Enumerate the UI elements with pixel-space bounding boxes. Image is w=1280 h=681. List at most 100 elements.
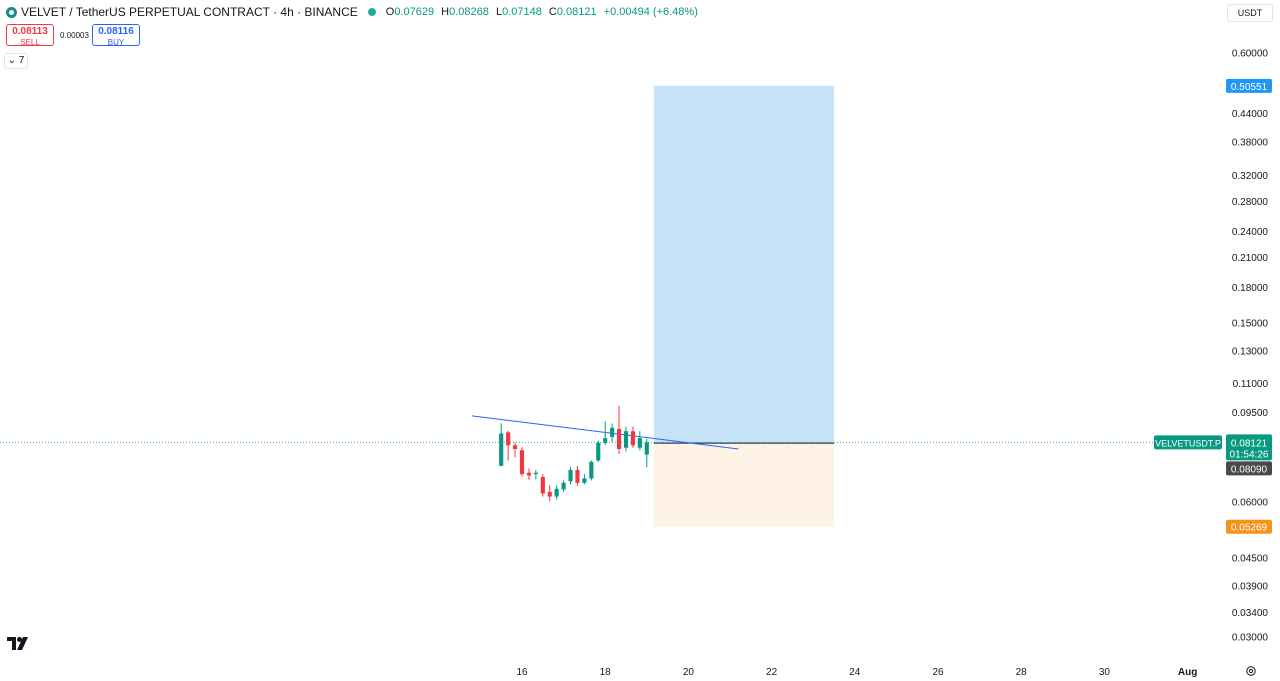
symbol-title[interactable]: VELVET / TetherUS PERPETUAL CONTRACT · 4… xyxy=(21,5,358,19)
target-price-label-bg xyxy=(1226,78,1272,93)
long-position-layer[interactable] xyxy=(653,85,834,527)
open-label: O xyxy=(385,6,395,18)
y-tick-label: 0.44000 xyxy=(1232,109,1269,120)
symbol-logo-icon xyxy=(6,6,17,18)
candle xyxy=(533,469,538,480)
high-value: 0.08268 xyxy=(449,6,489,18)
candle xyxy=(547,485,552,502)
indicators-toggle-button[interactable]: ⌄ 7 xyxy=(4,53,28,69)
candle xyxy=(596,440,601,462)
y-tick-label: 0.09500 xyxy=(1232,408,1269,419)
sell-price: 0.08113 xyxy=(12,26,48,37)
candle xyxy=(603,421,608,446)
candle xyxy=(610,423,615,442)
close-label: C xyxy=(548,6,557,18)
high-label: H xyxy=(441,6,450,18)
ohlc-values: O0.07629 H0.08268 L0.07148 C0.08121 +0.0… xyxy=(386,6,702,18)
candle xyxy=(637,431,642,451)
x-tick-label: 20 xyxy=(683,667,695,678)
target-price-label-text: 0.50551 xyxy=(1231,82,1268,93)
buy-button[interactable]: 0.08116 BUY xyxy=(92,24,140,47)
y-tick-label: 0.24000 xyxy=(1232,227,1269,238)
y-tick-label: 0.15000 xyxy=(1232,319,1269,330)
change-value: +0.00494 (+6.48%) xyxy=(603,6,698,18)
spread-value: 0.00003 xyxy=(60,31,89,40)
candle-body xyxy=(512,445,518,449)
x-tick-label: Aug xyxy=(1178,667,1197,678)
candle-body xyxy=(596,442,601,461)
y-tick-label: 0.60000 xyxy=(1232,48,1269,59)
time-axis[interactable]: 16 18 20 22 24 26 28 30 Aug xyxy=(516,667,1197,678)
candle-body xyxy=(644,442,649,455)
y-tick-label: 0.11000 xyxy=(1233,379,1269,390)
candle xyxy=(589,460,594,481)
stop-price-label-bg xyxy=(1226,519,1272,534)
candle xyxy=(561,480,566,492)
candle-body xyxy=(561,482,566,490)
last-price-text: 0.08121 xyxy=(1231,438,1268,449)
buy-label: BUY xyxy=(107,38,125,47)
low-label: L xyxy=(495,6,503,18)
entry-price-label-text: 0.08090 xyxy=(1231,464,1268,475)
candle-body xyxy=(568,469,573,482)
y-tick-label: 0.03000 xyxy=(1232,633,1269,644)
x-tick-label: 24 xyxy=(849,667,861,678)
candle-body xyxy=(630,431,636,446)
x-tick-label: 22 xyxy=(766,667,778,678)
candle-body xyxy=(575,469,580,483)
symbol-tag: VELVETUSDT.P xyxy=(1154,435,1222,450)
close-value: 0.08121 xyxy=(556,6,597,18)
x-tick-label: 16 xyxy=(516,667,528,678)
y-tick-label: 0.21000 xyxy=(1232,253,1269,264)
candle-body xyxy=(616,428,622,449)
candle xyxy=(526,468,532,480)
chart-header: VELVET / TetherUS PERPETUAL CONTRACT · 4… xyxy=(6,5,702,19)
candle-body xyxy=(603,438,608,443)
candle-body xyxy=(540,476,545,494)
market-status-icon[interactable] xyxy=(367,8,376,16)
y-tick-label: 0.03900 xyxy=(1232,581,1269,592)
candle xyxy=(519,447,525,477)
candles-layer xyxy=(499,405,649,502)
y-tick-label: 0.06000 xyxy=(1232,497,1269,508)
low-value: 0.07148 xyxy=(502,6,542,18)
candle-body xyxy=(637,438,642,448)
entry-price-label-bg xyxy=(1226,461,1272,476)
tradingview-logo-icon[interactable] xyxy=(7,637,31,651)
stop-price-label-text: 0.05269 xyxy=(1231,523,1268,534)
candle-body xyxy=(533,472,538,475)
y-tick-label: 0.38000 xyxy=(1232,137,1269,148)
candle-body xyxy=(582,478,587,483)
candle-body xyxy=(519,450,525,475)
candle xyxy=(554,485,559,500)
symbol-tag-text: VELVETUSDT.P xyxy=(1155,438,1221,448)
y-tick-label: 0.03400 xyxy=(1232,608,1269,619)
y-tick-label: 0.28000 xyxy=(1232,197,1269,208)
y-tick-label: 0.32000 xyxy=(1232,171,1269,182)
chevron-down-icon: ⌄ xyxy=(7,55,17,66)
candle-body xyxy=(623,431,629,448)
y-tick-label: 0.04500 xyxy=(1232,553,1269,564)
candle-body xyxy=(547,491,552,497)
settings-gear-icon[interactable] xyxy=(1245,665,1257,677)
x-tick-label: 18 xyxy=(600,667,612,678)
x-tick-label: 26 xyxy=(932,667,944,678)
candle xyxy=(506,430,511,461)
currency-select[interactable]: USDT xyxy=(1227,4,1273,22)
symbol-tag-bg xyxy=(1154,435,1222,450)
target-price-label: 0.50551 xyxy=(1226,78,1272,93)
open-value: 0.07629 xyxy=(394,6,435,18)
last-price-bg xyxy=(1226,434,1272,461)
price-axis[interactable]: 0.60000 0.44000 0.38000 0.32000 0.28000 0.240… xyxy=(1232,48,1269,643)
candle-body xyxy=(610,427,615,437)
target-zone xyxy=(653,85,834,444)
candle xyxy=(623,426,629,452)
sell-label: SELL xyxy=(20,38,40,47)
countdown-text: 01:54:26 xyxy=(1230,449,1269,460)
y-tick-label: 0.13000 xyxy=(1232,347,1269,358)
candle xyxy=(582,474,587,485)
sell-button[interactable]: 0.08113 SELL xyxy=(6,24,54,47)
